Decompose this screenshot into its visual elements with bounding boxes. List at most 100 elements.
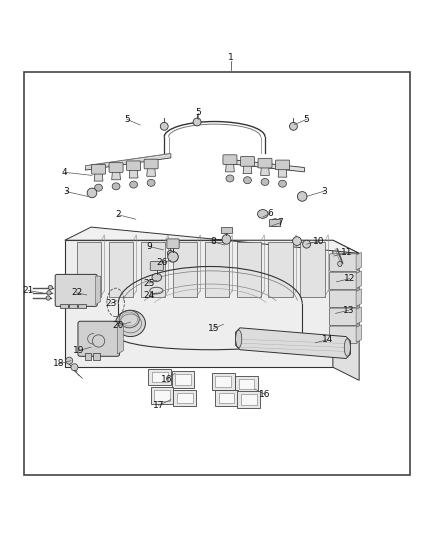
Ellipse shape	[152, 273, 162, 281]
Ellipse shape	[193, 118, 201, 126]
FancyBboxPatch shape	[276, 160, 290, 169]
Ellipse shape	[297, 191, 307, 201]
Polygon shape	[237, 241, 261, 297]
Polygon shape	[226, 161, 234, 172]
Text: 19: 19	[73, 346, 85, 355]
FancyBboxPatch shape	[329, 254, 357, 271]
FancyBboxPatch shape	[55, 274, 97, 306]
Bar	[93, 353, 100, 360]
Polygon shape	[261, 165, 269, 175]
Polygon shape	[173, 241, 197, 297]
Polygon shape	[205, 241, 229, 297]
Text: 5: 5	[124, 115, 130, 124]
Ellipse shape	[167, 251, 173, 256]
Polygon shape	[85, 154, 171, 170]
Polygon shape	[151, 387, 173, 403]
Polygon shape	[175, 374, 191, 385]
FancyBboxPatch shape	[109, 163, 123, 172]
Polygon shape	[237, 391, 260, 408]
FancyBboxPatch shape	[240, 157, 254, 166]
Text: 3: 3	[64, 187, 70, 196]
Text: 13: 13	[343, 306, 354, 315]
Text: 9: 9	[146, 242, 152, 251]
Polygon shape	[278, 167, 287, 177]
Ellipse shape	[46, 296, 50, 300]
Text: 14: 14	[322, 335, 333, 344]
Bar	[85, 353, 91, 360]
Ellipse shape	[112, 183, 120, 190]
Polygon shape	[219, 393, 234, 403]
Ellipse shape	[279, 180, 286, 187]
FancyBboxPatch shape	[223, 155, 237, 165]
Ellipse shape	[244, 177, 251, 184]
Text: 10: 10	[313, 237, 325, 246]
Polygon shape	[117, 324, 124, 354]
Polygon shape	[356, 271, 361, 288]
Text: 12: 12	[344, 274, 355, 283]
Polygon shape	[223, 159, 304, 172]
Bar	[78, 304, 86, 308]
Ellipse shape	[130, 181, 138, 188]
Polygon shape	[129, 167, 138, 178]
Ellipse shape	[168, 252, 178, 262]
Ellipse shape	[87, 188, 97, 198]
Text: 24: 24	[143, 292, 155, 301]
Text: 16: 16	[259, 390, 271, 399]
FancyBboxPatch shape	[269, 220, 281, 227]
Text: 11: 11	[341, 248, 353, 257]
Text: 21: 21	[23, 286, 34, 295]
FancyBboxPatch shape	[167, 239, 179, 248]
FancyBboxPatch shape	[329, 290, 357, 308]
Text: 5: 5	[195, 108, 201, 117]
Polygon shape	[95, 276, 101, 304]
Text: 4: 4	[62, 168, 67, 177]
Polygon shape	[65, 227, 359, 253]
Text: 23: 23	[106, 299, 117, 308]
Polygon shape	[356, 307, 361, 324]
Polygon shape	[212, 373, 235, 390]
Text: 6: 6	[268, 208, 274, 217]
Bar	[221, 227, 232, 233]
Ellipse shape	[258, 209, 268, 219]
Ellipse shape	[116, 310, 145, 336]
FancyBboxPatch shape	[150, 262, 163, 270]
FancyBboxPatch shape	[127, 161, 141, 171]
Polygon shape	[141, 241, 165, 297]
Ellipse shape	[48, 285, 53, 290]
FancyBboxPatch shape	[329, 326, 357, 344]
Ellipse shape	[47, 290, 51, 295]
Text: 26: 26	[156, 259, 168, 268]
Polygon shape	[172, 371, 194, 388]
Text: 20: 20	[113, 321, 124, 330]
Ellipse shape	[66, 357, 73, 364]
Ellipse shape	[303, 240, 311, 248]
Polygon shape	[235, 376, 258, 392]
Polygon shape	[243, 163, 252, 174]
Polygon shape	[333, 240, 359, 381]
Text: 1: 1	[228, 53, 234, 62]
Text: 5: 5	[304, 115, 310, 124]
Polygon shape	[239, 378, 254, 389]
Ellipse shape	[290, 123, 297, 130]
Polygon shape	[152, 372, 168, 382]
Bar	[24, 71, 410, 474]
Ellipse shape	[338, 261, 342, 266]
Text: 17: 17	[153, 401, 164, 410]
Polygon shape	[236, 328, 350, 359]
Ellipse shape	[293, 237, 301, 246]
Ellipse shape	[147, 179, 155, 187]
Polygon shape	[356, 325, 361, 342]
Text: 7: 7	[277, 218, 283, 227]
Ellipse shape	[222, 235, 231, 244]
Ellipse shape	[344, 339, 350, 356]
Ellipse shape	[261, 179, 269, 185]
Text: 18: 18	[53, 359, 65, 368]
Polygon shape	[173, 390, 196, 406]
Polygon shape	[268, 241, 293, 297]
Polygon shape	[65, 350, 333, 367]
Polygon shape	[77, 241, 101, 297]
Text: 16: 16	[161, 375, 172, 384]
Ellipse shape	[160, 123, 168, 130]
Polygon shape	[215, 390, 238, 406]
Bar	[69, 304, 77, 308]
